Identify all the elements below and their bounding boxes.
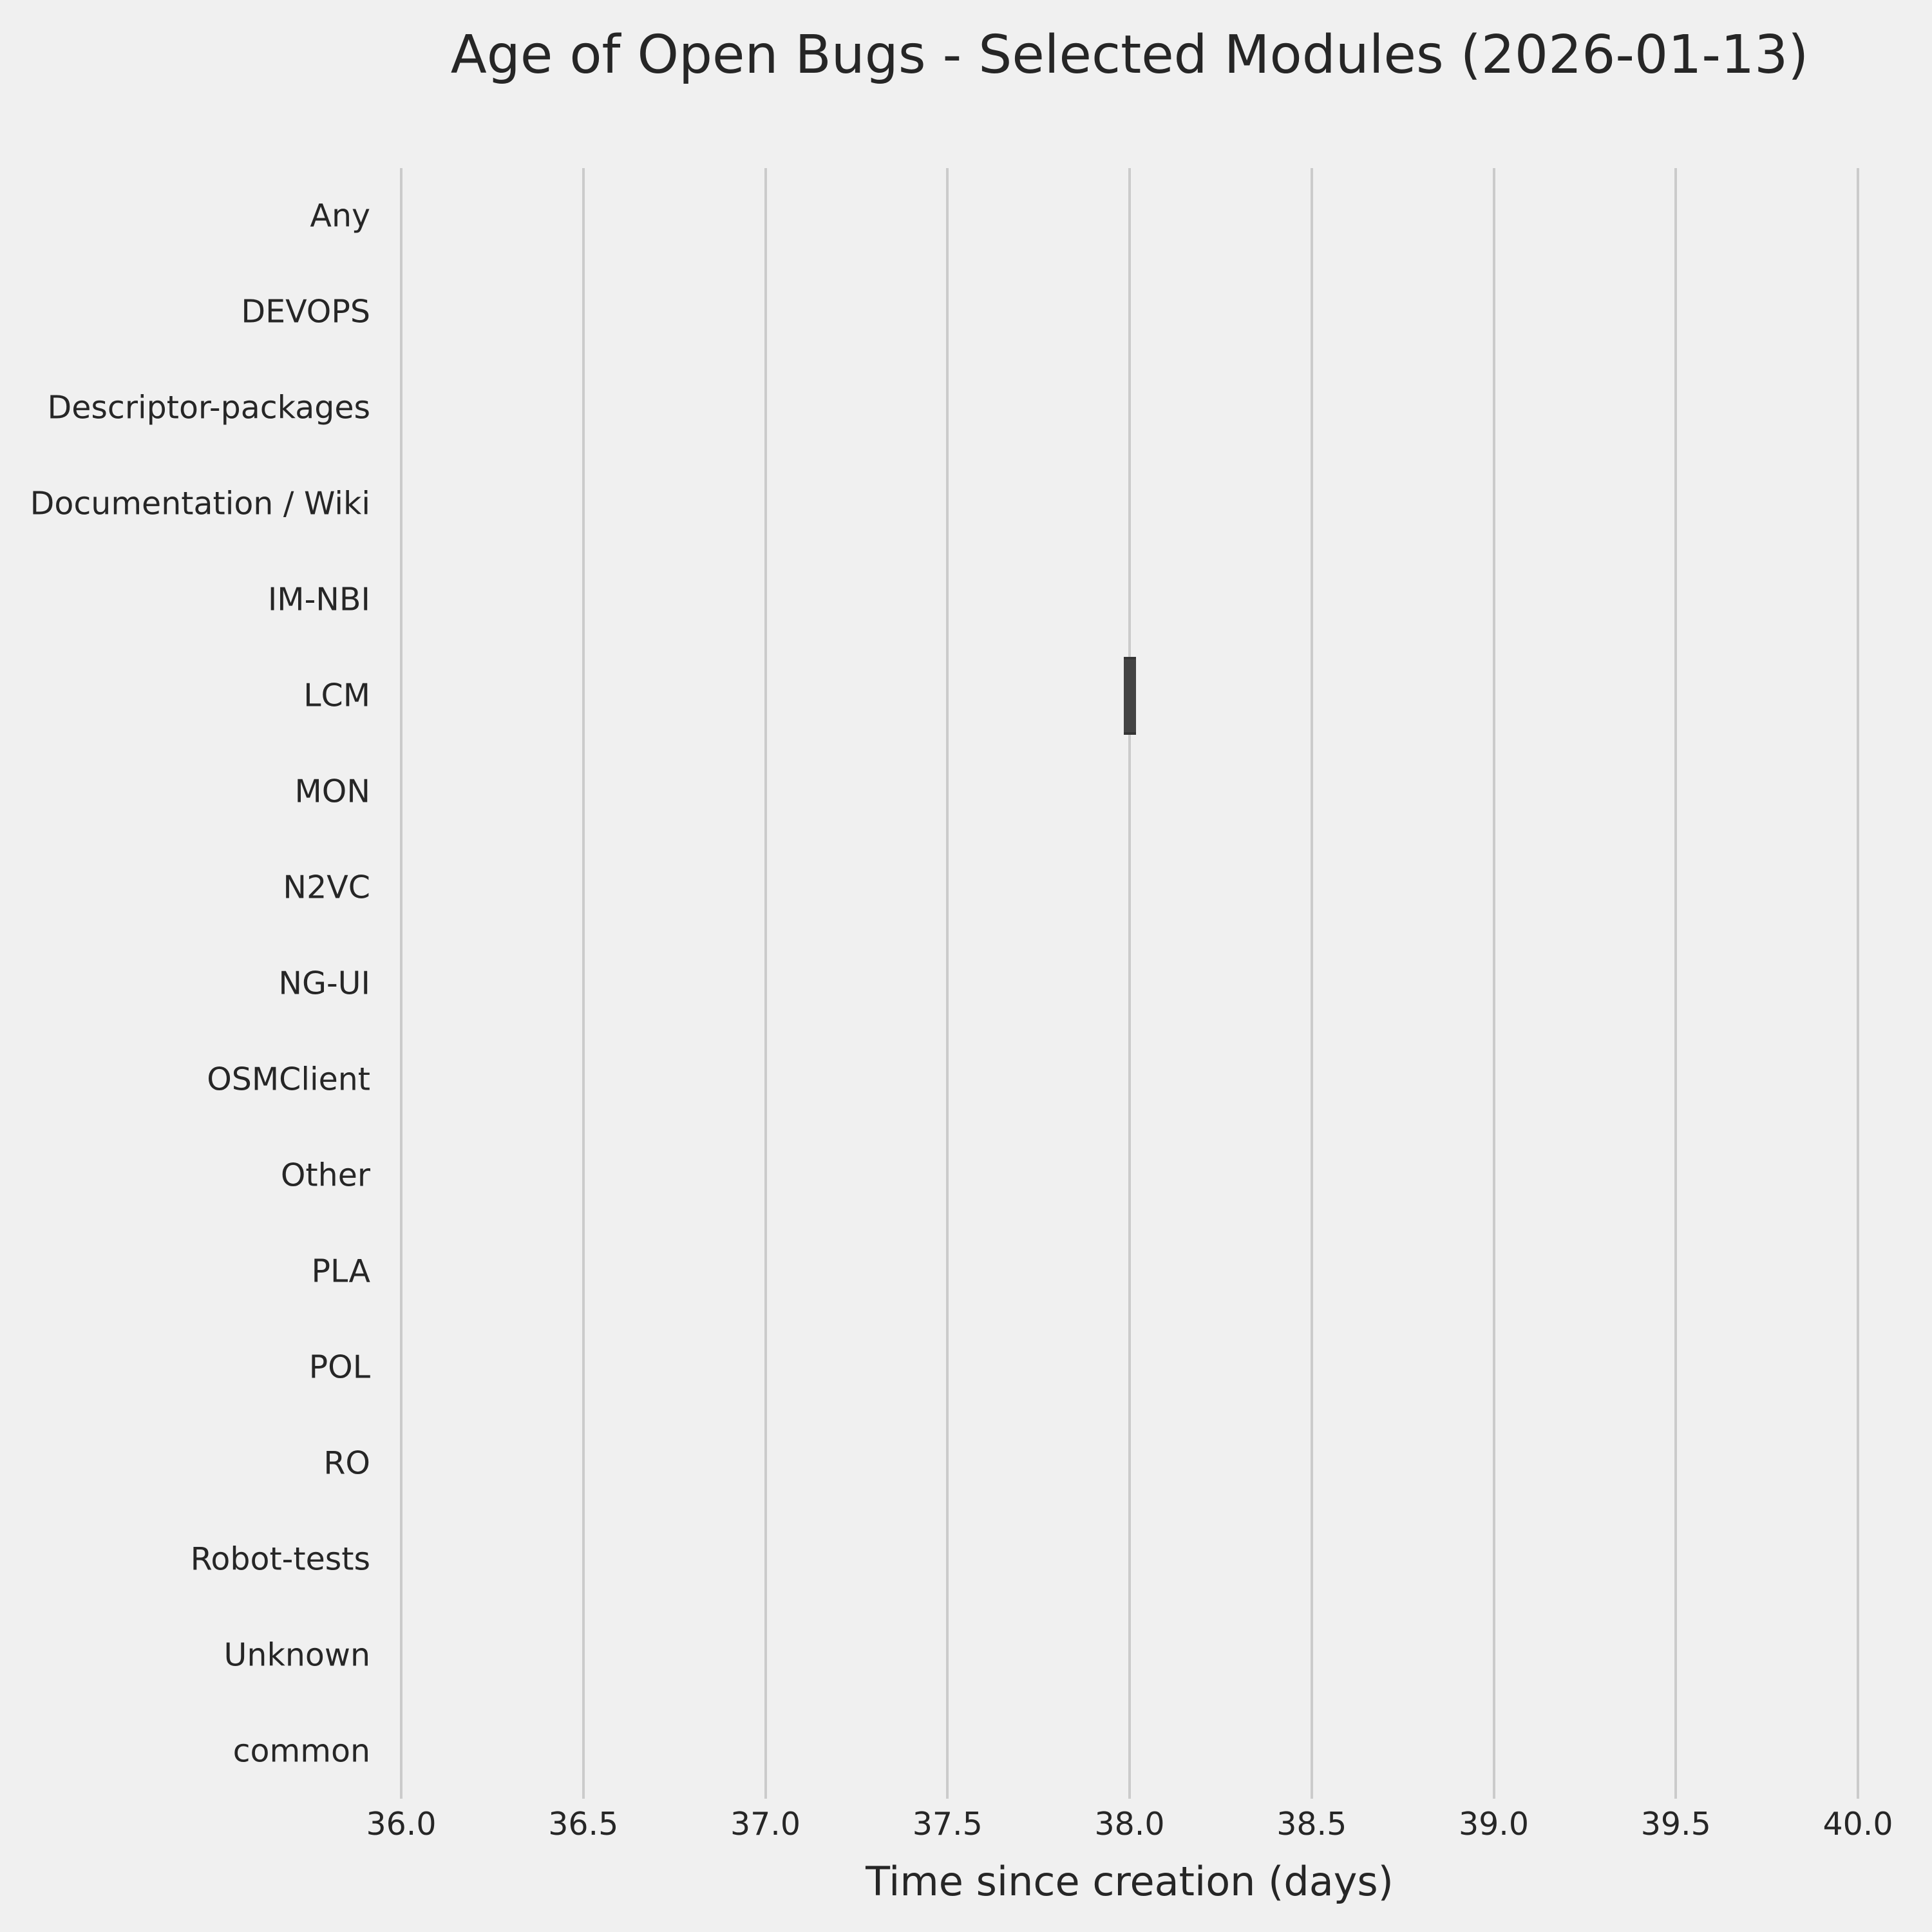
y-axis-label: POL	[308, 1349, 370, 1386]
gridline	[1492, 168, 1495, 1799]
y-axis-label: Documentation / Wiki	[30, 485, 370, 522]
x-tick-label: 38.5	[1276, 1806, 1347, 1842]
plot-area	[400, 168, 1859, 1799]
x-tick-label: 36.0	[366, 1806, 437, 1842]
x-tick-label: 36.5	[548, 1806, 619, 1842]
gridline	[1310, 168, 1313, 1799]
gridline	[764, 168, 767, 1799]
y-axis-label: OSMClient	[207, 1061, 370, 1098]
y-axis-label: LCM	[303, 677, 370, 714]
x-tick-label: 39.0	[1458, 1806, 1530, 1842]
chart-title: Age of Open Bugs - Selected Modules (202…	[450, 24, 1809, 86]
y-axis-label: Descriptor-packages	[47, 389, 370, 426]
y-axis-label: MON	[294, 773, 371, 810]
y-axis: Any DEVOPS Descriptor-packages Documentatio…	[0, 168, 370, 1799]
y-axis-label: IM-NBI	[267, 581, 370, 618]
gridline	[946, 168, 949, 1799]
x-tick-label: 38.0	[1094, 1806, 1165, 1842]
x-tick-label: 37.5	[912, 1806, 983, 1842]
x-tick-label: 39.5	[1640, 1806, 1711, 1842]
gridline	[1674, 168, 1678, 1799]
x-axis-ticks: 36.0 36.5 37.0 37.5 38.0 38.5 39.0 39.5 40.0	[366, 1806, 1893, 1853]
gridline	[1857, 168, 1859, 1799]
x-axis-label: Time since creation (days)	[866, 1858, 1394, 1905]
y-axis-label: RO	[323, 1444, 370, 1482]
y-axis-label: DEVOPS	[241, 293, 370, 330]
x-tick-label: 40.0	[1823, 1806, 1893, 1842]
x-tick-label: 37.0	[730, 1806, 801, 1842]
y-axis-label: PLA	[311, 1253, 371, 1290]
y-axis-label: Other	[280, 1157, 370, 1194]
box-mark-lcm	[1123, 656, 1136, 735]
y-axis-label: N2VC	[283, 869, 370, 906]
y-axis-label: Robot-tests	[190, 1540, 370, 1578]
y-axis-label: Unknown	[223, 1636, 370, 1674]
gridline	[582, 168, 585, 1799]
gridline	[400, 168, 402, 1799]
y-axis-label: NG-UI	[278, 965, 370, 1002]
y-axis-label: common	[232, 1732, 370, 1770]
gridline	[1128, 168, 1131, 1799]
y-axis-label: Any	[310, 197, 370, 234]
